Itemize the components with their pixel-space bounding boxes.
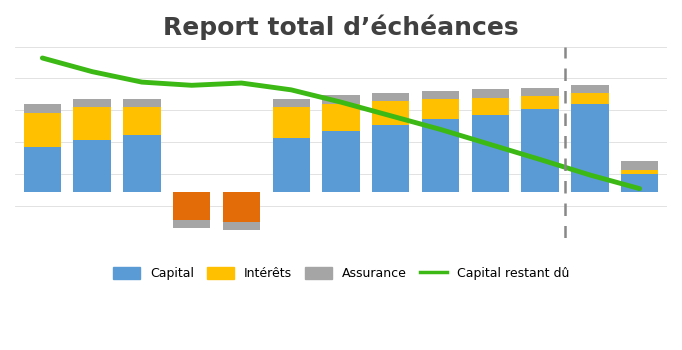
Bar bbox=[173, 192, 210, 219]
Bar bbox=[173, 219, 210, 228]
Bar bbox=[372, 125, 409, 192]
Bar bbox=[522, 96, 559, 110]
Bar bbox=[74, 107, 110, 140]
Bar bbox=[74, 99, 110, 107]
Bar bbox=[472, 89, 509, 98]
Bar bbox=[123, 99, 160, 107]
Bar bbox=[522, 110, 559, 192]
Bar bbox=[372, 101, 409, 125]
Bar bbox=[24, 147, 61, 192]
Bar bbox=[273, 138, 310, 192]
Bar bbox=[273, 98, 310, 107]
Title: Report total d’échéances: Report total d’échéances bbox=[163, 15, 519, 41]
Bar bbox=[422, 119, 459, 192]
Bar bbox=[422, 91, 459, 99]
Bar bbox=[223, 192, 260, 222]
Legend: Capital, Intérêts, Assurance, Capital restant dû: Capital, Intérêts, Assurance, Capital re… bbox=[108, 262, 574, 285]
Bar bbox=[621, 161, 658, 169]
Bar bbox=[572, 104, 608, 192]
Bar bbox=[472, 98, 509, 115]
Bar bbox=[422, 99, 459, 119]
Bar bbox=[572, 93, 608, 104]
Bar bbox=[621, 174, 658, 192]
Bar bbox=[323, 131, 359, 192]
Bar bbox=[74, 140, 110, 192]
Bar bbox=[223, 222, 260, 230]
Bar bbox=[24, 104, 61, 113]
Bar bbox=[372, 93, 409, 101]
Bar bbox=[472, 115, 509, 192]
Bar bbox=[621, 169, 658, 174]
Bar bbox=[24, 113, 61, 147]
Bar bbox=[323, 104, 359, 131]
Bar bbox=[572, 85, 608, 93]
Bar bbox=[522, 88, 559, 96]
Bar bbox=[273, 107, 310, 138]
Bar bbox=[123, 107, 160, 135]
Bar bbox=[123, 135, 160, 192]
Bar bbox=[323, 95, 359, 104]
